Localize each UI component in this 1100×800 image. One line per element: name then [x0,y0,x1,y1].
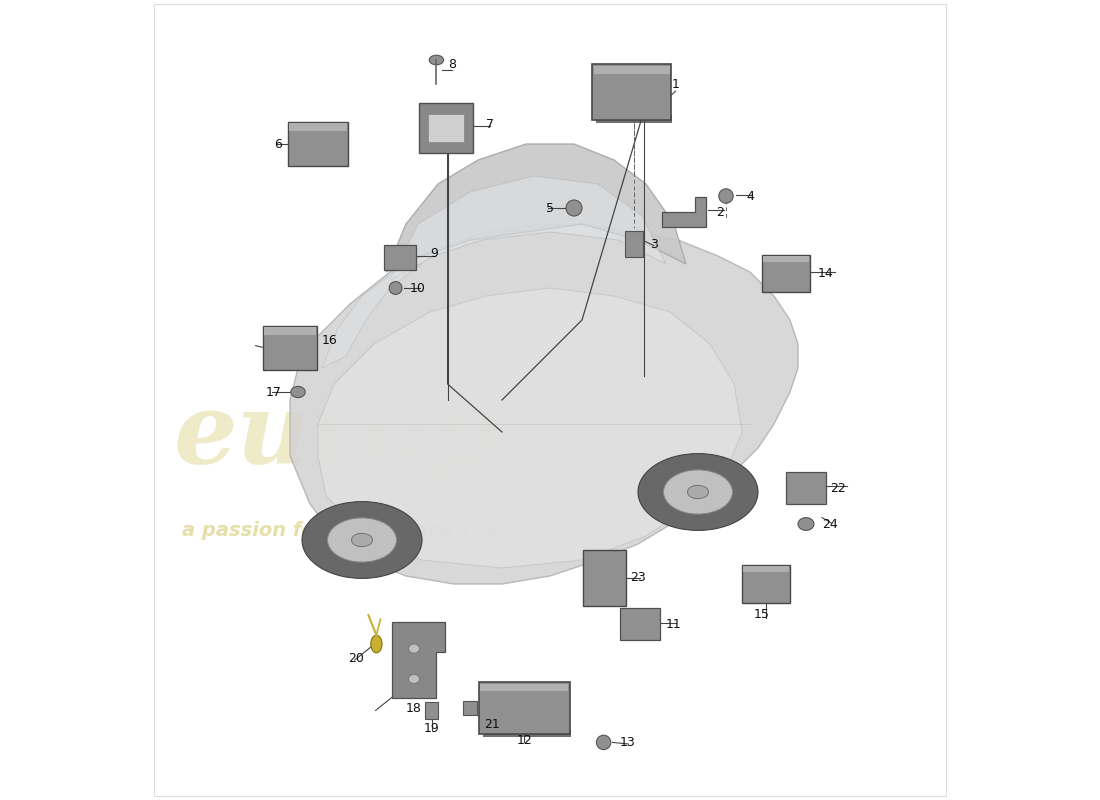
Text: 21: 21 [484,718,500,730]
Text: 15: 15 [755,608,770,621]
Text: 13: 13 [619,736,636,749]
Text: 3: 3 [650,238,658,250]
Text: europ: europ [174,388,499,485]
FancyBboxPatch shape [478,682,570,734]
Ellipse shape [688,486,708,498]
Text: 12: 12 [517,734,532,746]
Polygon shape [392,622,444,698]
Text: 18: 18 [406,702,422,714]
Ellipse shape [371,635,382,653]
FancyBboxPatch shape [742,566,789,573]
FancyBboxPatch shape [762,254,810,292]
FancyBboxPatch shape [481,684,569,691]
FancyBboxPatch shape [264,327,316,334]
FancyBboxPatch shape [428,114,464,142]
Text: a passion for parts since 1985: a passion for parts since 1985 [182,521,514,540]
FancyBboxPatch shape [762,256,810,262]
FancyBboxPatch shape [384,245,417,270]
Text: 23: 23 [630,571,646,584]
Text: 1: 1 [672,78,680,90]
Ellipse shape [596,735,611,750]
Text: 19: 19 [424,722,440,734]
Ellipse shape [389,282,402,294]
Text: 20: 20 [349,652,364,665]
Ellipse shape [290,386,305,398]
Ellipse shape [328,518,396,562]
Ellipse shape [408,644,419,653]
Ellipse shape [302,502,422,578]
FancyBboxPatch shape [583,550,626,606]
Text: 14: 14 [818,267,834,280]
FancyBboxPatch shape [419,103,473,153]
Ellipse shape [352,534,373,546]
FancyBboxPatch shape [289,123,346,130]
FancyBboxPatch shape [625,231,642,257]
FancyBboxPatch shape [742,565,790,603]
Text: 4: 4 [746,190,754,202]
Text: 5: 5 [546,202,554,214]
Polygon shape [386,144,686,272]
Polygon shape [662,197,706,227]
Ellipse shape [663,470,733,514]
Text: 6: 6 [274,138,282,150]
Text: 7: 7 [486,118,494,130]
Ellipse shape [566,200,582,216]
FancyBboxPatch shape [619,608,660,640]
Ellipse shape [408,674,419,683]
FancyBboxPatch shape [596,115,672,122]
Polygon shape [318,288,742,568]
FancyBboxPatch shape [786,472,826,504]
Text: 9: 9 [430,247,438,260]
FancyBboxPatch shape [483,730,571,737]
Text: 8: 8 [449,58,456,70]
Ellipse shape [429,55,443,65]
FancyBboxPatch shape [594,66,670,74]
FancyBboxPatch shape [263,326,317,370]
FancyBboxPatch shape [592,64,671,119]
Polygon shape [390,176,666,280]
Ellipse shape [638,454,758,530]
Polygon shape [290,224,798,584]
Ellipse shape [718,189,734,203]
FancyBboxPatch shape [288,122,348,166]
Text: 10: 10 [410,282,426,294]
Text: 22: 22 [830,482,846,494]
Text: 11: 11 [666,618,681,630]
Text: 24: 24 [822,518,838,530]
Text: 16: 16 [322,334,338,346]
Polygon shape [322,264,422,368]
FancyBboxPatch shape [463,701,477,715]
Text: 2: 2 [716,206,724,218]
FancyBboxPatch shape [426,702,438,719]
Text: 17: 17 [266,386,282,398]
Ellipse shape [798,518,814,530]
